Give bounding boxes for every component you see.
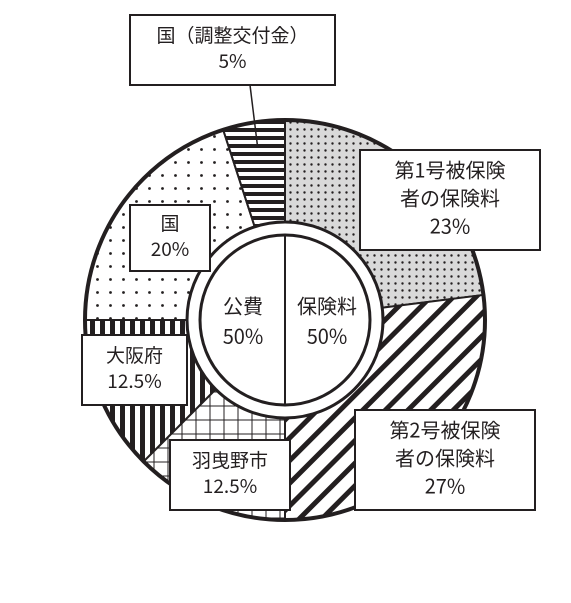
label-text-national-1: 20% [151,235,190,262]
label-text-osaka-0: 大阪府 [106,341,163,368]
center-right-pct: 50% [307,320,348,349]
center-right-title: 保険料 [297,290,357,319]
label-text-osaka-1: 12.5% [107,367,161,394]
label-text-national-0: 国 [160,209,179,236]
label-text-habikino-0: 羽曳野市 [192,446,268,473]
center-left-title: 公費 [223,290,263,319]
label-text-national_adj-1: 5% [218,47,246,74]
funding-pie-chart: 公費50%保険料50% 第1号被保険者の保険料23%第2号被保険者の保険料27%… [0,0,571,603]
label-text-national_adj-0: 国（調整交付金） [156,21,308,48]
label-text-premium1-0: 第1号被保険 [394,154,505,183]
label-text-habikino-1: 12.5% [203,472,257,499]
label-text-premium2-0: 第2号被保険 [389,414,500,443]
label-text-premium2-1: 者の保険料 [395,442,495,471]
label-text-premium2-2: 27% [425,470,466,499]
label-text-premium1-2: 23% [430,210,471,239]
label-text-premium1-1: 者の保険料 [400,182,500,211]
center-left-pct: 50% [223,320,264,349]
